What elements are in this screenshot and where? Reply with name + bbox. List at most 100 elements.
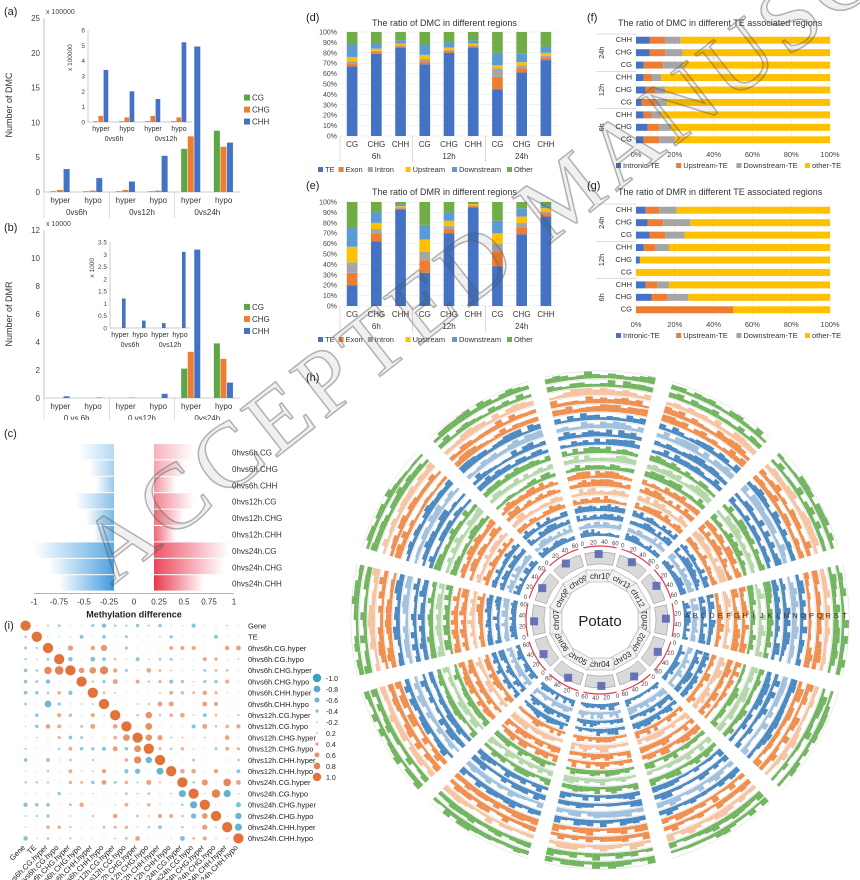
track-bin xyxy=(537,466,544,474)
track-bin xyxy=(454,690,461,697)
track-bin xyxy=(738,736,745,743)
track-bin xyxy=(476,694,482,701)
track-bin xyxy=(692,840,702,847)
track-bin xyxy=(581,802,589,808)
track-bin xyxy=(421,468,431,478)
track-bin xyxy=(706,664,712,670)
track-bin xyxy=(534,737,541,746)
correlation-dot xyxy=(103,815,105,817)
track-bin xyxy=(540,473,547,482)
track-bin xyxy=(838,651,844,660)
track-bin xyxy=(781,556,788,564)
track-bin xyxy=(682,460,691,469)
track-bin xyxy=(837,658,846,669)
stack-Upstream xyxy=(516,216,527,223)
track-bin xyxy=(736,436,747,446)
track-bin xyxy=(617,752,623,757)
centromere-marker xyxy=(564,673,573,682)
track-bin xyxy=(831,589,837,598)
track-bin xyxy=(600,397,608,404)
track-bin xyxy=(704,496,713,504)
track-bin xyxy=(363,627,368,636)
row-label: 0hvs6h.CG.hyper xyxy=(248,644,307,653)
track-bin xyxy=(534,560,539,565)
scale-arc xyxy=(549,673,579,692)
track-bin xyxy=(691,625,697,630)
correlation-dot xyxy=(69,625,71,627)
track-bin xyxy=(481,531,488,538)
track-bin xyxy=(491,543,498,551)
stack-Exon xyxy=(467,206,479,208)
track-bin xyxy=(408,519,417,528)
correlation-dot xyxy=(24,781,27,784)
track-bin xyxy=(602,712,607,715)
track-bin xyxy=(367,698,374,707)
track-bin xyxy=(359,635,368,644)
track-bin xyxy=(572,499,578,506)
track-bin xyxy=(505,824,514,832)
track-bin xyxy=(630,459,637,466)
track-bin xyxy=(687,667,692,673)
track-bin xyxy=(496,450,505,458)
track-bin xyxy=(401,760,409,769)
group-label: 24h xyxy=(515,322,528,331)
track-bin xyxy=(478,420,488,429)
track-bin xyxy=(748,562,755,569)
track-bin xyxy=(576,734,582,742)
track-bin xyxy=(484,559,490,565)
track-bin xyxy=(492,800,502,810)
track-letter: L xyxy=(776,611,780,620)
legend-dot xyxy=(313,685,321,693)
track-border xyxy=(672,551,696,591)
track-bin xyxy=(795,544,802,553)
track-bin xyxy=(742,789,751,797)
track-bin xyxy=(826,698,832,707)
chr-label: chr10 xyxy=(590,572,611,581)
track-bin xyxy=(540,683,547,690)
track-bin xyxy=(554,728,559,732)
track-bin xyxy=(420,773,430,783)
track-bin xyxy=(674,708,679,713)
track-bin xyxy=(749,544,755,551)
track-bin xyxy=(380,620,384,628)
track-bin xyxy=(783,519,792,528)
legend-dot xyxy=(313,762,321,770)
track-bin xyxy=(671,572,678,578)
track-bin xyxy=(787,547,794,556)
track-bin xyxy=(684,686,691,692)
track-bin xyxy=(553,516,559,521)
track-bin xyxy=(440,529,449,538)
correlation-dot xyxy=(135,679,140,684)
correlation-dot xyxy=(57,624,61,627)
track-bin xyxy=(805,506,816,517)
stack-Downstream xyxy=(492,52,503,66)
track-bin xyxy=(410,718,420,728)
y-tick-label: 5 xyxy=(36,153,41,162)
track-bin xyxy=(606,828,614,834)
track-bin xyxy=(754,679,762,687)
track-bin xyxy=(506,516,512,523)
track-bin xyxy=(554,737,560,742)
track-bin xyxy=(586,753,592,758)
track-bin xyxy=(699,554,708,562)
stack-Downstream xyxy=(540,205,552,209)
track-bin xyxy=(408,657,414,664)
correlation-dot xyxy=(214,747,218,751)
track-bin xyxy=(767,479,777,489)
track-bin xyxy=(435,687,441,694)
track-bin xyxy=(705,786,713,793)
track-bin xyxy=(752,474,761,483)
track-bin xyxy=(576,760,582,764)
correlation-dot xyxy=(114,770,116,772)
track-bin xyxy=(771,584,780,592)
track-bin xyxy=(481,668,486,674)
x-tick-label: CHH xyxy=(392,140,410,149)
track-border xyxy=(745,586,750,654)
track-bin xyxy=(807,599,811,607)
track-bin xyxy=(798,593,803,601)
correlation-dot xyxy=(69,703,72,705)
track-bin xyxy=(536,516,542,521)
track-bin xyxy=(546,524,553,533)
track-bin xyxy=(425,704,431,712)
stack-Exon xyxy=(419,61,431,65)
